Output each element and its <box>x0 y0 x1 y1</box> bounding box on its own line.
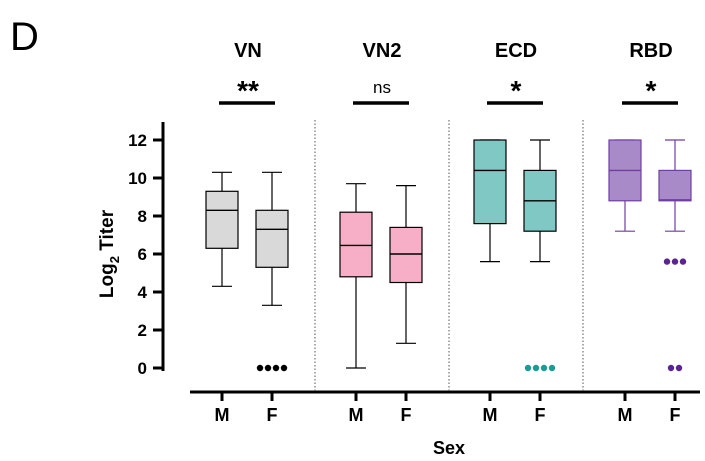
outlier-point <box>679 258 687 265</box>
box-f: F <box>255 171 289 425</box>
group-title: RBD <box>629 40 672 62</box>
x-tick-label: M <box>215 405 230 425</box>
x-tick-label: M <box>618 405 633 425</box>
outlier-point <box>272 364 280 372</box>
box-iqr <box>389 226 423 284</box>
box-f: F <box>523 139 557 425</box>
group-vn: VN ** M F <box>205 40 289 425</box>
x-tick-label: F <box>535 405 546 425</box>
outlier-point <box>548 364 556 372</box>
outlier-point <box>264 364 272 372</box>
significance-label: * <box>511 75 522 106</box>
group-title: ECD <box>495 40 537 62</box>
significance-label: ** <box>237 75 259 106</box>
group-vn2: VN2 ns M F <box>314 40 423 425</box>
outlier-point <box>671 258 679 265</box>
box-f: F <box>389 185 423 425</box>
y-tick-label: 6 <box>138 245 147 264</box>
x-tick-label: M <box>349 405 364 425</box>
x-tick-label: M <box>483 405 498 425</box>
significance-label: * <box>646 75 657 106</box>
panel-label: D <box>10 15 39 59</box>
outlier-point <box>663 258 671 265</box>
outlier-point <box>532 364 540 372</box>
outlier-point <box>524 364 532 372</box>
outlier-point <box>280 364 288 372</box>
significance-label: ns <box>373 78 391 97</box>
y-tick-label: 0 <box>138 359 147 378</box>
y-tick-label: 12 <box>128 131 147 150</box>
group-ecd: ECD * M F <box>448 40 557 425</box>
x-tick-label: F <box>670 405 681 425</box>
x-axis-label: Sex <box>433 438 465 458</box>
group-title: VN <box>234 40 262 62</box>
box-m: M <box>339 183 373 425</box>
box-iqr <box>658 169 692 202</box>
box-m: M <box>205 171 239 425</box>
y-tick-label: 4 <box>138 283 148 302</box>
box-iqr <box>473 139 507 225</box>
box-iqr <box>255 209 289 268</box>
group-title: VN2 <box>363 40 402 62</box>
axes: 0 2 4 6 8 10 12 <box>128 122 700 394</box>
x-tick-label: F <box>401 405 412 425</box>
box-iqr <box>339 211 373 278</box>
outlier-point <box>540 364 548 372</box>
outlier-point <box>667 364 675 372</box>
box-f: F <box>658 139 692 425</box>
y-axis-label: Log2 Titer <box>97 209 122 298</box>
box-m: M <box>473 139 507 425</box>
box-iqr <box>205 190 239 249</box>
y-tick-label: 10 <box>128 169 147 188</box>
group-rbd: RBD * M F <box>582 40 692 425</box>
outlier-point <box>675 364 683 372</box>
box-m: M <box>608 139 642 425</box>
outlier-point <box>256 364 264 372</box>
y-tick-label: 2 <box>138 321 147 340</box>
box-groups: VN ** M F VN2 ns M F ECD * M F RBD * M F <box>205 40 692 425</box>
y-tick-label: 8 <box>138 207 147 226</box>
x-tick-label: F <box>267 405 278 425</box>
